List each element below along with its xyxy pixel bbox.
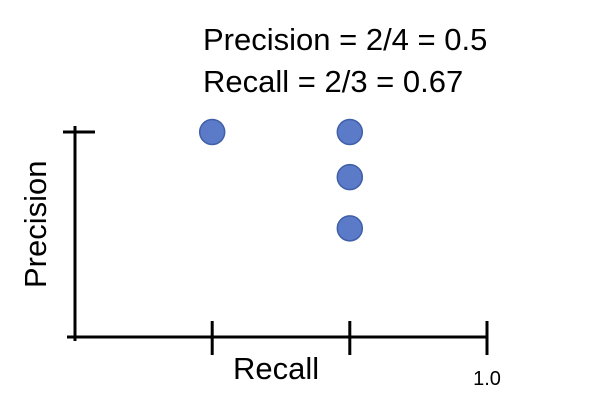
annotation-precision: Precision = 2/4 = 0.5 <box>203 22 487 57</box>
data-point-1 <box>336 118 364 146</box>
x-tick-label-2: 1.0 <box>473 368 501 390</box>
y-axis-title: Precision <box>18 161 53 289</box>
data-point-3 <box>336 215 364 242</box>
axes: 1.0 <box>63 126 501 390</box>
x-axis-title: Recall <box>233 351 319 386</box>
annotation-recall: Recall = 2/3 = 0.67 <box>203 64 463 99</box>
data-point-0 <box>198 118 226 146</box>
data-point-2 <box>336 163 364 191</box>
data-points <box>198 118 364 242</box>
